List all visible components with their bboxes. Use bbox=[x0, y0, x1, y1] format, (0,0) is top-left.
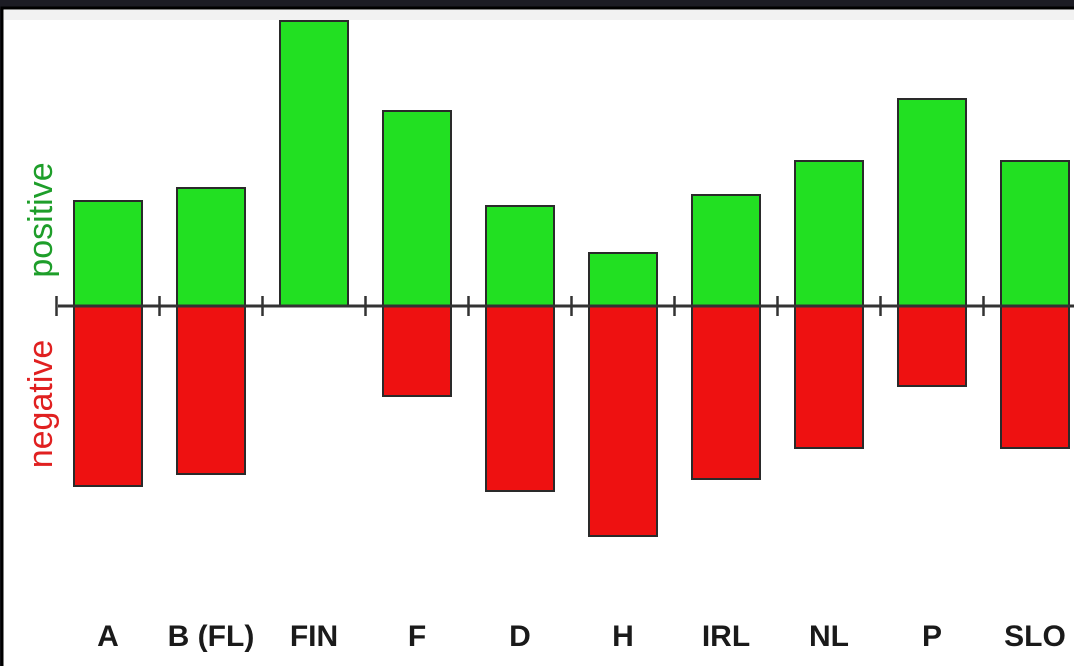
category-label-a: A bbox=[97, 620, 119, 653]
negative-bar-slo bbox=[1000, 305, 1070, 449]
negative-bar-h bbox=[588, 305, 658, 537]
negative-bar-d bbox=[485, 305, 555, 492]
negative-side-label: negative bbox=[22, 340, 60, 469]
category-label-h: H bbox=[612, 620, 634, 653]
bars-layer bbox=[73, 20, 1070, 537]
negative-bar-irl bbox=[691, 305, 761, 480]
category-label-slo: SLO bbox=[1004, 620, 1066, 653]
positive-bar-irl bbox=[691, 194, 761, 307]
negative-bar-b-fl bbox=[176, 305, 246, 475]
positive-bar-nl bbox=[794, 160, 864, 307]
category-label-p: P bbox=[922, 620, 942, 653]
category-label-b-fl: B (FL) bbox=[168, 620, 255, 653]
negative-bar-p bbox=[897, 305, 967, 387]
panel-top-sheen bbox=[4, 10, 1074, 20]
negative-bar-a bbox=[73, 305, 143, 487]
negative-bar-nl bbox=[794, 305, 864, 449]
positive-bar-b-fl bbox=[176, 187, 246, 307]
category-labels: A B (FL) FIN F D H IRL NL P SLO bbox=[97, 620, 1066, 653]
positive-bar-d bbox=[485, 205, 555, 307]
category-label-f: F bbox=[408, 620, 426, 653]
positive-bar-fin bbox=[279, 20, 349, 307]
category-label-nl: NL bbox=[809, 620, 849, 653]
category-label-irl: IRL bbox=[702, 620, 750, 653]
category-label-fin: FIN bbox=[290, 620, 338, 653]
positive-bar-f bbox=[382, 110, 452, 307]
positive-bar-p bbox=[897, 98, 967, 307]
positive-bar-a bbox=[73, 200, 143, 307]
zero-axis bbox=[55, 296, 1074, 316]
negative-bar-f bbox=[382, 305, 452, 397]
category-label-d: D bbox=[509, 620, 531, 653]
positive-bar-slo bbox=[1000, 160, 1070, 307]
positive-bar-h bbox=[588, 252, 658, 307]
positive-side-label: positive bbox=[22, 162, 60, 277]
